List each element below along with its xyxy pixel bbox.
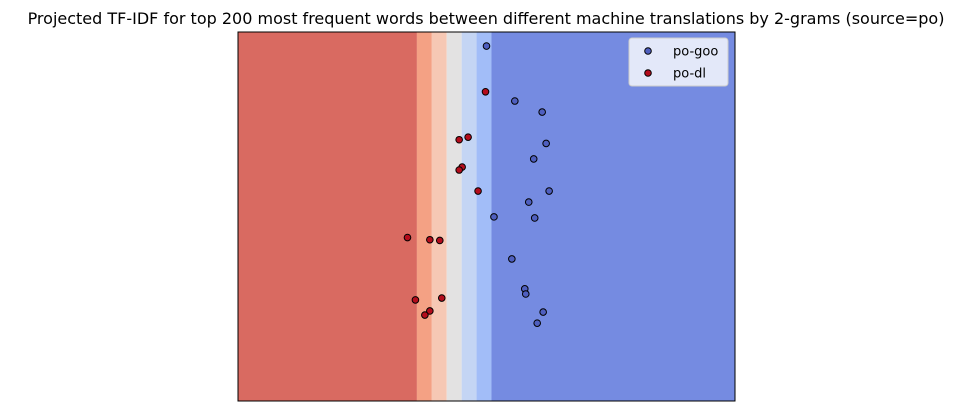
point-po-goo-2	[538, 108, 546, 116]
legend-marker-po-goo	[644, 47, 652, 55]
legend-box	[628, 37, 729, 87]
point-po-goo-0	[482, 42, 491, 50]
point-po-dl-0	[481, 87, 490, 96]
point-po-dl-12	[421, 311, 429, 319]
point-po-dl-2	[455, 135, 463, 144]
point-po-goo-8	[530, 214, 539, 222]
legend: po-goo po-dl	[628, 37, 729, 87]
point-po-goo-7	[490, 213, 498, 221]
point-po-dl-8	[435, 236, 444, 245]
decision-region-6	[491, 32, 735, 401]
point-po-goo-1	[511, 97, 519, 105]
decision-region-2	[431, 32, 447, 401]
plot-area	[237, 31, 736, 402]
point-po-goo-5	[545, 187, 553, 195]
decision-region-1	[416, 32, 432, 401]
decision-region-5	[476, 32, 492, 401]
point-po-goo-12	[539, 308, 547, 316]
point-po-dl-1	[464, 133, 472, 141]
legend-label-po-goo: po-goo	[673, 45, 718, 60]
decision-region-4	[461, 32, 477, 401]
legend-marker-po-dl	[644, 69, 652, 77]
point-po-dl-7	[426, 235, 434, 244]
point-po-dl-9	[411, 296, 420, 304]
point-po-goo-3	[542, 139, 550, 148]
point-po-goo-9	[508, 255, 516, 263]
chart-title: Projected TF-IDF for top 200 most freque…	[28, 9, 945, 28]
point-po-dl-11	[426, 307, 434, 315]
point-po-goo-6	[524, 198, 533, 206]
decision-region-0	[238, 32, 417, 401]
point-po-dl-5	[474, 187, 482, 195]
point-po-dl-6	[403, 233, 412, 242]
point-po-goo-11	[521, 290, 530, 298]
legend-label-po-dl: po-dl	[673, 67, 706, 82]
point-po-dl-4	[455, 166, 463, 174]
point-po-goo-4	[529, 155, 538, 163]
point-po-dl-10	[437, 294, 446, 302]
decision-region-3	[446, 32, 462, 401]
point-po-goo-13	[533, 319, 541, 327]
plot-frame	[237, 31, 736, 402]
